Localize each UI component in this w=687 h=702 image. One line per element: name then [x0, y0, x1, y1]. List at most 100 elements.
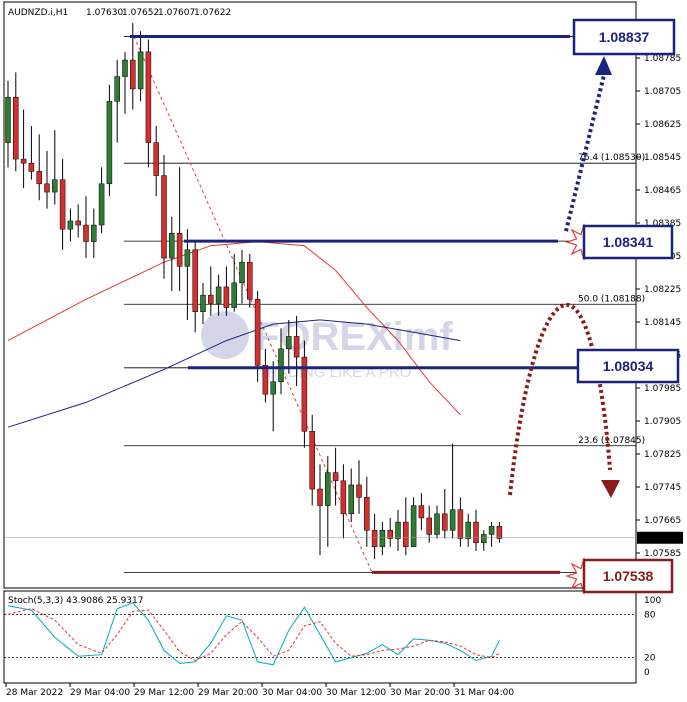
candle-body — [286, 336, 292, 350]
stoch-plot-frame — [3, 590, 637, 684]
price-axis: 1.08785 1.08705 1.08625 1.08545 1.08465 1.083… — [636, 54, 681, 559]
candle-body — [317, 488, 323, 506]
candle-body — [481, 534, 487, 543]
candle-body — [403, 521, 409, 548]
price-label: 1.07985 — [644, 384, 681, 394]
ohlc-high: 1.07652 — [122, 8, 159, 18]
price-label: 1.08385 — [644, 219, 681, 229]
candle-body — [67, 220, 74, 230]
candle-body — [130, 59, 136, 90]
candle-body — [379, 530, 386, 548]
arrow-up-head-icon — [595, 56, 612, 75]
stoch-level-label: 0 — [644, 668, 650, 678]
candle-body — [161, 175, 167, 259]
candle-body — [231, 282, 237, 308]
candle-body — [13, 96, 19, 160]
level-box-target — [582, 558, 674, 594]
chart-header: AUDNZD.i,H1 1.07630 1.07652 1.07607 1.07… — [8, 8, 231, 18]
candle-body — [36, 171, 42, 185]
current-price-tag — [637, 531, 683, 544]
stoch-level-label: 100 — [644, 596, 661, 606]
candle-body — [83, 224, 89, 242]
stoch-level-label: 80 — [644, 610, 656, 620]
stoch-signal-line — [7, 608, 500, 662]
candle-body — [20, 158, 27, 164]
price-label: 1.08705 — [644, 87, 681, 97]
candle-body — [44, 183, 50, 193]
stoch-main-line — [7, 602, 500, 666]
price-label: 1.08225 — [644, 285, 681, 295]
time-label: 29 Mar 20:00 — [198, 688, 258, 698]
arrow-curve-dotted — [508, 302, 612, 496]
candle-body — [262, 365, 269, 395]
price-label: 1.08625 — [644, 120, 681, 130]
candle-body — [91, 224, 97, 242]
candle-body — [52, 179, 58, 193]
candle-body — [442, 513, 448, 531]
current-price-marker: 1.07622 — [4, 531, 683, 544]
candle-body — [239, 261, 245, 284]
time-label: 30 Mar 20:00 — [390, 688, 450, 698]
candle-body — [473, 521, 479, 543]
level-box-pivot — [582, 224, 674, 260]
key-level-lines — [130, 35, 578, 574]
level-box-label-pivot: 1.08341 — [603, 234, 654, 250]
candle-body — [356, 484, 362, 498]
candle-body — [153, 142, 159, 176]
level-box-label-target: 1.07538 — [603, 568, 654, 584]
price-label: 1.07745 — [644, 483, 681, 493]
ma-fast-line — [7, 241, 461, 416]
candle-body — [122, 59, 128, 77]
fib-label: 23.6 (1.07845) — [578, 436, 645, 446]
candle-body — [59, 179, 66, 230]
projection-arrows — [508, 56, 620, 498]
candle-body — [192, 249, 198, 312]
watermark-brand: FOREXimf — [255, 315, 453, 359]
symbol-label: AUDNZD.i,H1 — [8, 8, 68, 18]
candle-body — [332, 472, 339, 482]
ohlc-close: 1.07622 — [194, 8, 231, 18]
candle-body — [410, 505, 417, 548]
candle-body — [98, 183, 105, 226]
level-box-label-resistance: 1.08837 — [599, 29, 650, 45]
time-label: 29 Mar 04:00 — [70, 688, 130, 698]
price-label: 1.07585 — [644, 549, 681, 559]
time-axis: 28 Mar 2022 29 Mar 04:00 29 Mar 12:00 29 Ma… — [5, 683, 514, 698]
candle-body — [325, 472, 331, 506]
candle-body — [75, 220, 81, 226]
candle-body — [106, 101, 113, 185]
price-label: 1.07905 — [644, 417, 681, 427]
current-price-label: 1.07622 — [641, 534, 678, 544]
candle-body — [254, 299, 261, 366]
time-label: 30 Mar 04:00 — [262, 688, 322, 698]
time-label: 28 Mar 2022 — [6, 688, 63, 698]
candle-body — [426, 517, 432, 535]
main-plot-frame — [3, 1, 637, 589]
candle-body — [457, 509, 464, 539]
level-box-resistance — [572, 18, 676, 56]
fib-label: 50.0 (1.08188) — [578, 294, 645, 304]
time-label: 31 Mar 04:00 — [454, 688, 514, 698]
candle-body — [200, 294, 206, 312]
candle-body — [114, 76, 120, 102]
candle-body — [418, 505, 425, 519]
candle-body — [449, 509, 456, 531]
time-label: 30 Mar 12:00 — [326, 688, 386, 698]
candle-body — [309, 431, 315, 490]
stoch-axis: 100 80 20 0 — [4, 596, 661, 678]
key-level-boxes: 1.08837 1.08341 1.08034 1.07538 — [565, 18, 680, 595]
candle-body — [488, 525, 495, 535]
candle-body — [434, 513, 440, 535]
arrow-up-dotted — [564, 74, 606, 232]
candle-body — [340, 480, 347, 515]
ohlc-low: 1.07607 — [158, 8, 195, 18]
candle-body — [145, 51, 152, 143]
price-label: 1.08545 — [644, 153, 681, 163]
arrow-down-head-icon — [601, 480, 620, 498]
price-label: 1.08785 — [644, 54, 681, 64]
candle-body — [465, 521, 471, 539]
fibonacci-trend-line — [133, 36, 373, 573]
candle-body — [28, 162, 35, 172]
candle-body — [176, 233, 183, 267]
